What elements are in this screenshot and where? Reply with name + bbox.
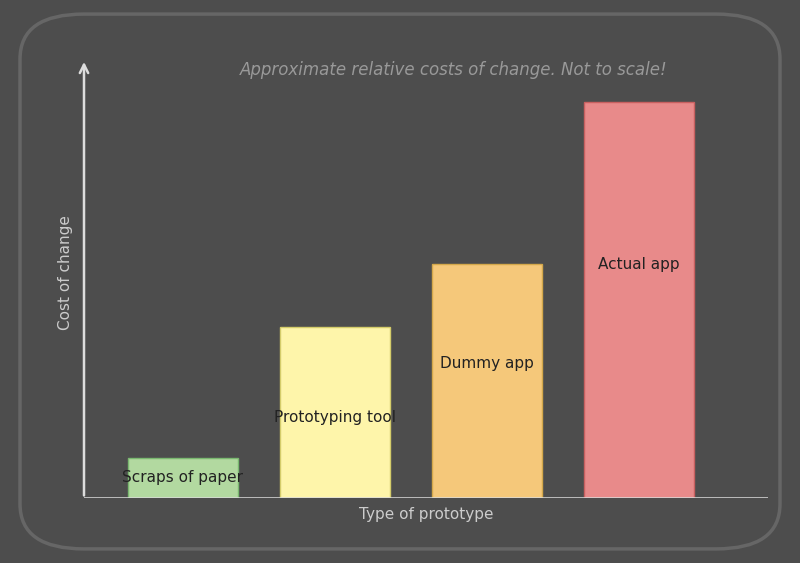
Text: Prototyping tool: Prototyping tool <box>274 410 396 425</box>
Text: Approximate relative costs of change. Not to scale!: Approximate relative costs of change. No… <box>239 61 667 79</box>
FancyBboxPatch shape <box>128 458 238 498</box>
FancyBboxPatch shape <box>20 14 780 549</box>
Text: Actual app: Actual app <box>598 257 680 271</box>
Text: Scraps of paper: Scraps of paper <box>122 471 243 485</box>
Text: Dummy app: Dummy app <box>440 356 534 370</box>
Y-axis label: Cost of change: Cost of change <box>58 216 73 330</box>
FancyBboxPatch shape <box>584 102 694 498</box>
FancyBboxPatch shape <box>432 264 542 498</box>
X-axis label: Type of prototype: Type of prototype <box>358 507 494 521</box>
FancyBboxPatch shape <box>280 327 390 498</box>
